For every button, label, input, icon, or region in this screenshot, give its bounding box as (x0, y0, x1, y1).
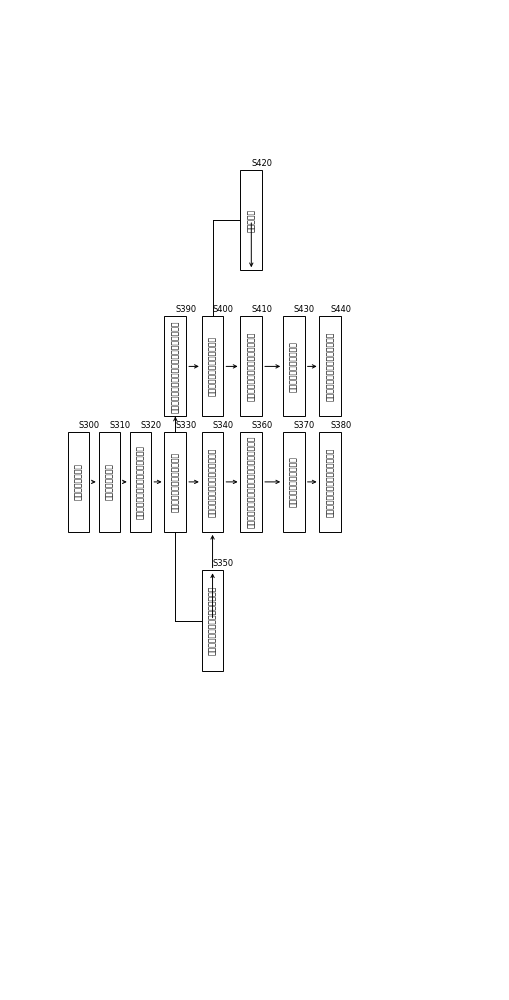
Text: 判断第一电子设备的电源状态: 判断第一电子设备的电源状态 (171, 452, 180, 512)
Text: 接收电源处理指令: 接收电源处理指令 (105, 463, 114, 500)
Bar (164, 316, 186, 416)
Text: S390: S390 (175, 305, 196, 314)
Text: 第一电子设备执行唤醒或开机操作: 第一电子设备执行唤醒或开机操作 (246, 332, 256, 401)
Text: 获取显示单元当前所显示的信号来源: 获取显示单元当前所显示的信号来源 (136, 445, 145, 519)
Text: S410: S410 (251, 305, 272, 314)
Bar (164, 432, 186, 532)
Bar (98, 432, 120, 532)
Text: 产生电源处理指令: 产生电源处理指令 (74, 463, 83, 500)
Bar (282, 432, 304, 532)
Bar (201, 316, 223, 416)
Text: 向第二电子设备发送唤醒触发信号: 向第二电子设备发送唤醒触发信号 (325, 447, 334, 517)
Text: 将信号来源切换为第二电子设备所输出的信号: 将信号来源切换为第二电子设备所输出的信号 (246, 436, 256, 528)
Text: 判断第一电子设备的电源状态: 判断第一电子设备的电源状态 (208, 336, 217, 396)
Bar (129, 432, 151, 532)
Text: 向第二电子设备发送休眠触发信号: 向第二电子设备发送休眠触发信号 (325, 332, 334, 401)
Text: S400: S400 (212, 305, 233, 314)
Text: S340: S340 (212, 421, 233, 430)
Text: 第一电子设备执行唤醒或开机操作: 第一电子设备执行唤醒或开机操作 (208, 586, 217, 655)
Text: S370: S370 (293, 421, 315, 430)
Text: S380: S380 (330, 421, 351, 430)
Bar (201, 432, 223, 532)
Text: 获取第二电子设备的状态: 获取第二电子设备的状态 (289, 341, 298, 392)
Text: S330: S330 (175, 421, 196, 430)
Bar (201, 570, 223, 671)
Bar (68, 432, 89, 532)
Bar (240, 170, 262, 270)
Text: S350: S350 (212, 559, 233, 568)
Text: 获取第二电子设备的状态: 获取第二电子设备的状态 (289, 456, 298, 507)
Text: 将信号来源切换为第一电子设备所输出的信号: 将信号来源切换为第一电子设备所输出的信号 (171, 320, 180, 413)
Bar (319, 316, 341, 416)
Text: S320: S320 (140, 421, 161, 430)
Text: S430: S430 (293, 305, 315, 314)
Text: S440: S440 (330, 305, 351, 314)
Text: 不执行操作: 不执行操作 (246, 209, 256, 232)
Text: S420: S420 (251, 159, 272, 168)
Bar (240, 316, 262, 416)
Text: 第一电子设备执行关机或休眠操作: 第一电子设备执行关机或休眠操作 (208, 447, 217, 517)
Bar (282, 316, 304, 416)
Text: S310: S310 (109, 421, 130, 430)
Bar (240, 432, 262, 532)
Text: S360: S360 (251, 421, 272, 430)
Bar (319, 432, 341, 532)
Text: S300: S300 (78, 421, 99, 430)
